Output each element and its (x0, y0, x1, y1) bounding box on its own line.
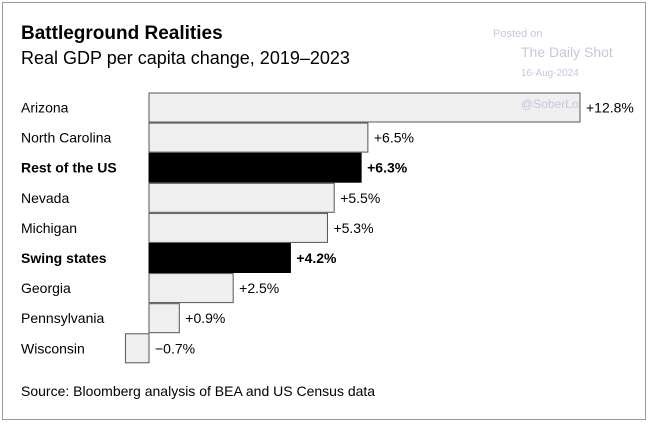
bar (124, 333, 150, 364)
value-label: +6.3% (367, 160, 408, 176)
value-label: +4.2% (296, 250, 337, 266)
bar (148, 152, 362, 183)
watermark-posted: Posted on (493, 28, 543, 40)
chart-subtitle: Real GDP per capita change, 2019–2023 (21, 48, 350, 68)
bar (148, 212, 328, 243)
value-label: +0.9% (185, 310, 225, 326)
value-label: +12.8% (586, 100, 634, 116)
bar (148, 122, 369, 153)
bar (148, 303, 180, 334)
watermark-handle: @SoberLo (521, 97, 579, 111)
bar (148, 182, 335, 213)
chart-title: Battleground Realities (21, 23, 223, 44)
category-label: Rest of the US (21, 160, 117, 176)
value-label: +2.5% (239, 280, 279, 296)
category-label: Michigan (21, 220, 77, 236)
value-label: +6.5% (374, 130, 414, 146)
watermark-date: 16-Aug-2024 (521, 68, 579, 79)
category-label: North Carolina (21, 130, 111, 146)
value-label: +5.5% (340, 190, 380, 206)
category-label: Pennsylvania (21, 310, 104, 326)
bar (148, 243, 291, 273)
category-label: Nevada (21, 190, 69, 206)
bar (148, 273, 234, 304)
source-note: Source: Bloomberg analysis of BEA and US… (21, 383, 376, 399)
value-label: +5.3% (333, 220, 373, 236)
bar (148, 92, 581, 123)
category-label: Swing states (21, 250, 107, 266)
watermark-site: The Daily Shot (521, 44, 613, 60)
category-label: Arizona (21, 100, 69, 116)
category-label: Wisconsin (21, 340, 85, 356)
value-label: −0.7% (155, 340, 195, 356)
category-label: Georgia (21, 280, 71, 296)
